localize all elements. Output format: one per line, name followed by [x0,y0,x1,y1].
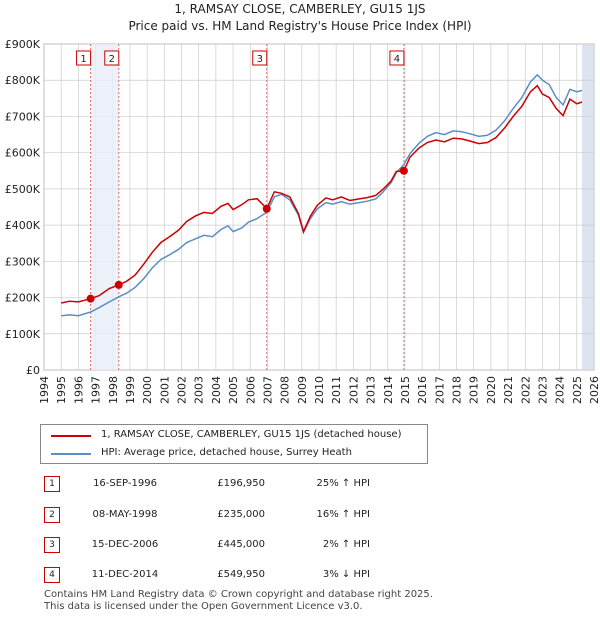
sale-number-badge: 1 [44,476,60,492]
x-tick-label: 2005 [227,376,240,404]
sale-point [114,280,123,289]
sale-date: 16-SEP-1996 [93,478,157,489]
legend-swatch-hpi [51,453,91,455]
table-row: 4 11-DEC-2014 £549,950 3% ↓ HPI [0,565,600,585]
sale-point [399,166,408,175]
x-tick-label: 2013 [365,376,378,404]
x-tick-label: 2021 [502,376,515,404]
x-tick-label: 2016 [416,376,429,404]
sale-number-badge: 3 [44,537,60,553]
sale-number-box [104,50,120,66]
x-tick-label: 2009 [296,376,309,404]
y-tick-label: £700K [5,110,41,123]
x-tick-label: 2018 [451,376,464,404]
sale-number-box [389,50,405,66]
x-tick-label: 2002 [176,376,189,404]
y-tick-label: £300K [5,255,41,268]
y-tick-label: £400K [5,219,41,232]
table-row: 2 08-MAY-1998 £235,000 16% ↑ HPI [0,505,600,525]
table-row: 1 16-SEP-1996 £196,950 25% ↑ HPI [0,474,600,494]
sale-hpi-change: 16% ↑ HPI [316,509,370,520]
chart-subtitle: Price paid vs. HM Land Registry's House … [128,19,472,33]
x-tick-label: 1994 [38,376,51,404]
y-tick-label: £900K [5,38,41,51]
x-tick-label: 2012 [347,376,360,404]
x-tick-label: 2011 [330,376,343,404]
x-tick-label: 2019 [468,376,481,404]
sale-date: 15-DEC-2006 [91,539,159,550]
sale-period-band [90,44,119,370]
sale-number-badge: 4 [44,567,60,583]
x-tick-label: 2003 [193,376,206,404]
x-tick-label: 1996 [72,376,85,404]
x-tick-label: 2008 [279,376,292,404]
x-tick-label: 2022 [519,376,532,404]
x-tick-label: 1997 [90,376,103,404]
hpi-line [61,73,583,317]
sale-price: £196,950 [217,478,265,489]
sale-number-label: 4 [394,54,400,65]
x-tick-label: 1999 [124,376,137,404]
x-tick-label: 2004 [210,376,223,404]
table-row: 3 15-DEC-2006 £445,000 2% ↑ HPI [0,535,600,555]
x-tick-label: 2000 [141,376,154,404]
x-tick-label: 2015 [399,376,412,404]
footer-copyright: Contains HM Land Registry data © Crown c… [44,589,433,600]
x-tick-label: 2024 [554,376,567,404]
sale-number-label: 2 [109,54,115,65]
x-tick-label: 1998 [107,376,120,404]
sale-date: 11-DEC-2014 [91,569,159,580]
sale-date: 08-MAY-1998 [92,509,158,520]
sale-hpi-change: 2% ↑ HPI [322,539,370,550]
property-price-line [61,84,583,304]
y-tick-label: £600K [5,147,41,160]
legend-swatch-property [51,435,91,437]
sale-price: £235,000 [217,509,265,520]
x-tick-label: 2006 [244,376,257,404]
footer-license: This data is licensed under the Open Gov… [44,601,363,612]
sale-number-label: 3 [257,54,263,65]
x-tick-label: 2023 [536,376,549,404]
sale-number-box [76,50,92,66]
x-tick-label: 2026 [588,376,600,404]
x-tick-label: 2014 [382,376,395,404]
sale-point [86,294,95,303]
x-tick-label: 2007 [261,376,274,404]
sale-price: £445,000 [217,539,265,550]
sale-number-badge: 2 [44,507,60,523]
x-tick-label: 2001 [158,376,171,404]
sale-point [262,204,271,213]
legend-label-hpi: HPI: Average price, detached house, Surr… [101,447,352,458]
sale-number-label: 1 [80,54,86,65]
y-tick-label: £500K [5,183,41,196]
x-tick-label: 1995 [55,376,68,404]
x-tick-label: 2025 [571,376,584,404]
y-tick-label: £0 [26,364,40,377]
x-tick-label: 2010 [313,376,326,404]
y-tick-label: £100K [5,328,41,341]
sale-hpi-change: 3% ↓ HPI [322,569,370,580]
legend-label-property: 1, RAMSAY CLOSE, CAMBERLEY, GU15 1JS (de… [101,429,402,440]
y-tick-label: £800K [5,74,41,87]
sale-price: £549,950 [217,569,265,580]
forecast-shade [581,44,594,370]
chart-title: 1, RAMSAY CLOSE, CAMBERLEY, GU15 1JS [174,2,426,16]
x-tick-label: 2017 [433,376,446,404]
sale-hpi-change: 25% ↑ HPI [316,478,370,489]
price-chart: 1994 1995 1996 1997 1998 1999 2000 2001 2002 2003… [5,38,600,404]
sale-number-box [252,50,268,66]
y-tick-label: £200K [5,292,41,305]
legend: 1, RAMSAY CLOSE, CAMBERLEY, GU15 1JS (de… [40,424,428,464]
x-tick-label: 2020 [485,376,498,404]
